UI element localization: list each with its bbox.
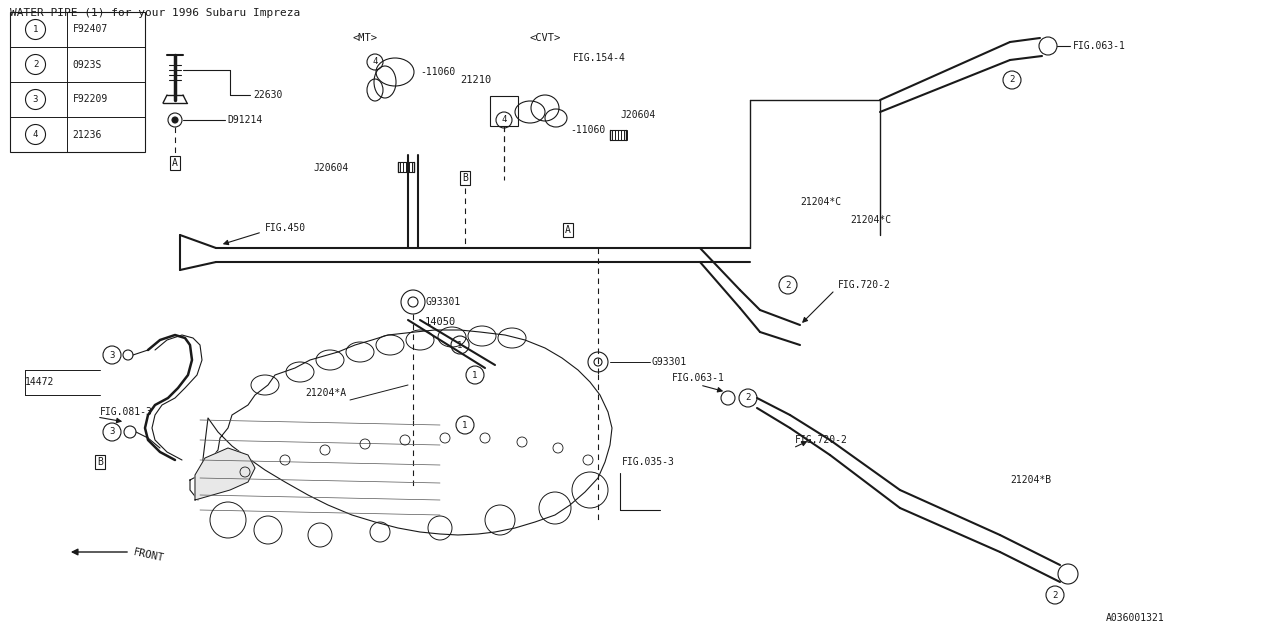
Text: B: B (462, 173, 468, 183)
Text: 1: 1 (462, 420, 467, 429)
Text: 21204*B: 21204*B (1010, 475, 1051, 485)
Text: 21204*C: 21204*C (850, 215, 891, 225)
Text: 3: 3 (109, 428, 115, 436)
Text: A: A (564, 225, 571, 235)
Circle shape (172, 117, 178, 123)
Text: FIG.063-1: FIG.063-1 (1073, 41, 1126, 51)
Text: 1: 1 (33, 25, 38, 34)
Text: FIG.720-2: FIG.720-2 (795, 435, 847, 445)
Text: 2: 2 (745, 394, 750, 403)
Text: J20604: J20604 (314, 163, 348, 173)
Text: 21210: 21210 (460, 75, 492, 85)
Text: 21204*A: 21204*A (305, 388, 346, 398)
Text: 14050: 14050 (425, 317, 456, 327)
Text: 2: 2 (1052, 591, 1057, 600)
Text: A036001321: A036001321 (1106, 613, 1165, 623)
Text: G93301: G93301 (652, 357, 687, 367)
Text: WATER PIPE (1) for your 1996 Subaru Impreza: WATER PIPE (1) for your 1996 Subaru Impr… (10, 8, 301, 18)
Text: <CVT>: <CVT> (530, 33, 561, 43)
Text: 4: 4 (502, 115, 507, 125)
Text: 4: 4 (372, 58, 378, 67)
Text: -11060: -11060 (420, 67, 456, 77)
Text: 22630: 22630 (253, 90, 283, 100)
Text: 2: 2 (33, 60, 38, 69)
Text: 1: 1 (457, 340, 462, 349)
Text: FIG.450: FIG.450 (265, 223, 306, 233)
Text: 0923S: 0923S (73, 60, 102, 70)
Text: 2: 2 (786, 280, 791, 289)
Text: F92209: F92209 (73, 95, 108, 104)
Polygon shape (195, 448, 255, 500)
Polygon shape (189, 330, 612, 535)
Text: D91214: D91214 (227, 115, 262, 125)
Text: J20604: J20604 (620, 110, 655, 120)
Bar (490, 96, 518, 126)
Text: 21204*C: 21204*C (800, 197, 841, 207)
Text: 1: 1 (472, 371, 477, 380)
Text: G93301: G93301 (425, 297, 461, 307)
Text: 4: 4 (33, 130, 38, 139)
Text: FIG.720-2: FIG.720-2 (838, 280, 891, 290)
Text: 3: 3 (33, 95, 38, 104)
Text: 2: 2 (1010, 76, 1015, 84)
Text: FIG.063-1: FIG.063-1 (672, 373, 724, 383)
Text: B: B (97, 457, 102, 467)
Text: A: A (172, 158, 178, 168)
Bar (10, 12, 145, 152)
Text: FIG.081-3: FIG.081-3 (100, 407, 152, 417)
Text: FRONT: FRONT (132, 547, 165, 563)
Text: FIG.154-4: FIG.154-4 (573, 53, 626, 63)
Text: FIG.035-3: FIG.035-3 (622, 457, 675, 467)
Text: 3: 3 (109, 351, 115, 360)
Text: -11060: -11060 (570, 125, 605, 135)
Text: 21236: 21236 (73, 129, 102, 140)
Text: 14472: 14472 (26, 377, 54, 387)
Text: F92407: F92407 (73, 24, 108, 35)
Text: <MT>: <MT> (352, 33, 378, 43)
